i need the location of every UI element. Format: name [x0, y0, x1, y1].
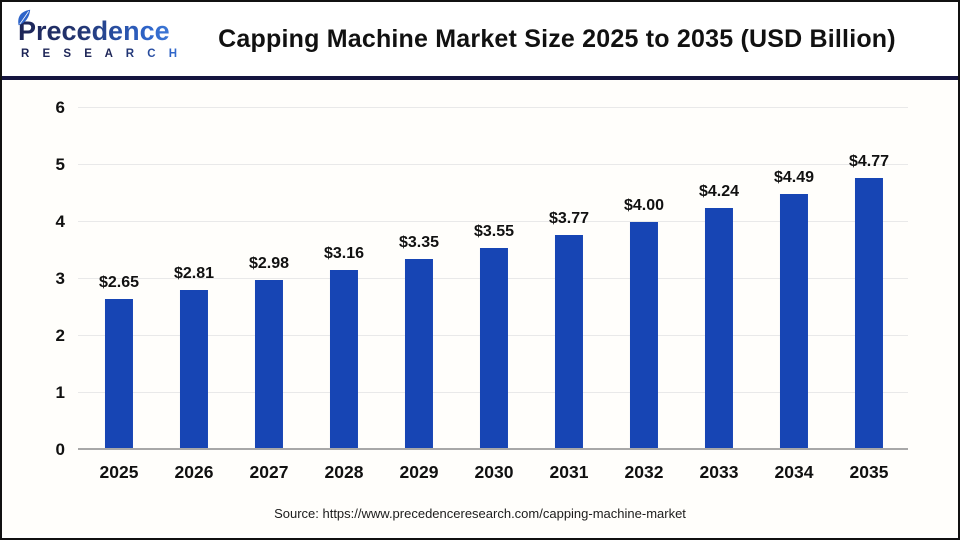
- bar-value-label: $4.49: [773, 169, 815, 187]
- bar-value-label: $3.77: [548, 210, 590, 228]
- bar-value-label: $4.24: [698, 183, 740, 201]
- x-axis-tick-label: 2033: [699, 462, 739, 482]
- bar-column-2025: $2.65: [99, 274, 139, 450]
- y-axis-tick-label: 1: [55, 383, 65, 402]
- x-axis-tick-label: 2034: [774, 462, 814, 482]
- source-text: Source: https://www.precedenceresearch.c…: [274, 506, 686, 521]
- bar-value-label: $2.65: [98, 273, 140, 291]
- bar-column-2030: $3.55: [474, 223, 514, 450]
- bar-value-label: $2.81: [173, 264, 215, 282]
- bar-value-label: $3.16: [323, 244, 365, 262]
- logo-subtitle: R E S E A R C H: [18, 48, 190, 60]
- bar: [254, 280, 283, 450]
- bar-value-label: $2.98: [248, 255, 290, 273]
- logo-wordmark: Precedence: [18, 18, 190, 45]
- y-axis-tick-label: 2: [55, 326, 65, 345]
- bar-column-2034: $4.49: [774, 169, 814, 450]
- plot-area: 0 1 2 3 4 5 6 $2.65 2025 $2.81 2026 $2.98 2027 $3.16 2…: [56, 98, 908, 482]
- bar: [629, 222, 658, 450]
- y-axis-tick-label: 0: [55, 440, 65, 459]
- y-axis-tick-label: 5: [55, 155, 65, 174]
- bar: [854, 178, 883, 450]
- bar-column-2028: $3.16: [324, 245, 364, 450]
- chart-section: 0 1 2 3 4 5 6 $2.65 2025 $2.81 2026 $2.98 2027 $3.16 2…: [2, 80, 958, 534]
- x-axis-tick-label: 2028: [324, 462, 364, 482]
- precedence-research-logo: Precedence R E S E A R C H: [18, 9, 190, 60]
- bar: [104, 298, 133, 450]
- bar-column-2027: $2.98: [249, 255, 289, 450]
- bar-column-2035: $4.77: [849, 153, 889, 450]
- x-axis-tick-label: 2025: [99, 462, 139, 482]
- bar: [704, 208, 733, 450]
- bar: [479, 247, 508, 450]
- bar-value-label: $4.00: [623, 197, 665, 214]
- bar-column-2031: $3.77: [549, 210, 589, 450]
- header: Precedence R E S E A R C H Capping Machi…: [2, 2, 958, 80]
- x-axis-tick-label: 2027: [249, 462, 289, 482]
- x-axis-tick-label: 2030: [474, 462, 514, 482]
- y-axis-tick-label: 4: [55, 212, 65, 231]
- bar: [329, 269, 358, 450]
- leaf-icon: [18, 9, 31, 26]
- gridline: [78, 164, 908, 165]
- x-axis-tick-label: 2026: [174, 462, 214, 482]
- page-title: Capping Machine Market Size 2025 to 2035…: [218, 24, 896, 53]
- gridline: [78, 107, 908, 108]
- bar: [779, 194, 808, 450]
- bar: [554, 235, 583, 450]
- bar-column-2032: $4.00: [624, 197, 664, 450]
- bar: [404, 259, 433, 450]
- y-axis-tick-label: 6: [55, 98, 65, 117]
- x-axis-baseline: [78, 448, 908, 450]
- y-axis-tick-label: 3: [55, 269, 65, 288]
- bar-value-label: $3.35: [398, 234, 440, 252]
- x-axis-tick-label: 2032: [624, 462, 664, 482]
- gridline: [78, 221, 908, 222]
- x-axis-tick-label: 2035: [849, 462, 889, 482]
- x-axis-tick-label: 2029: [399, 462, 439, 482]
- x-axis-tick-label: 2031: [549, 462, 589, 482]
- bar: [179, 289, 208, 450]
- bar-value-label: $4.77: [848, 153, 890, 171]
- bar-column-2033: $4.24: [699, 183, 739, 450]
- bar-column-2029: $3.35: [399, 234, 439, 450]
- bar-column-2026: $2.81: [174, 265, 214, 450]
- bar-value-label: $3.55: [473, 222, 515, 240]
